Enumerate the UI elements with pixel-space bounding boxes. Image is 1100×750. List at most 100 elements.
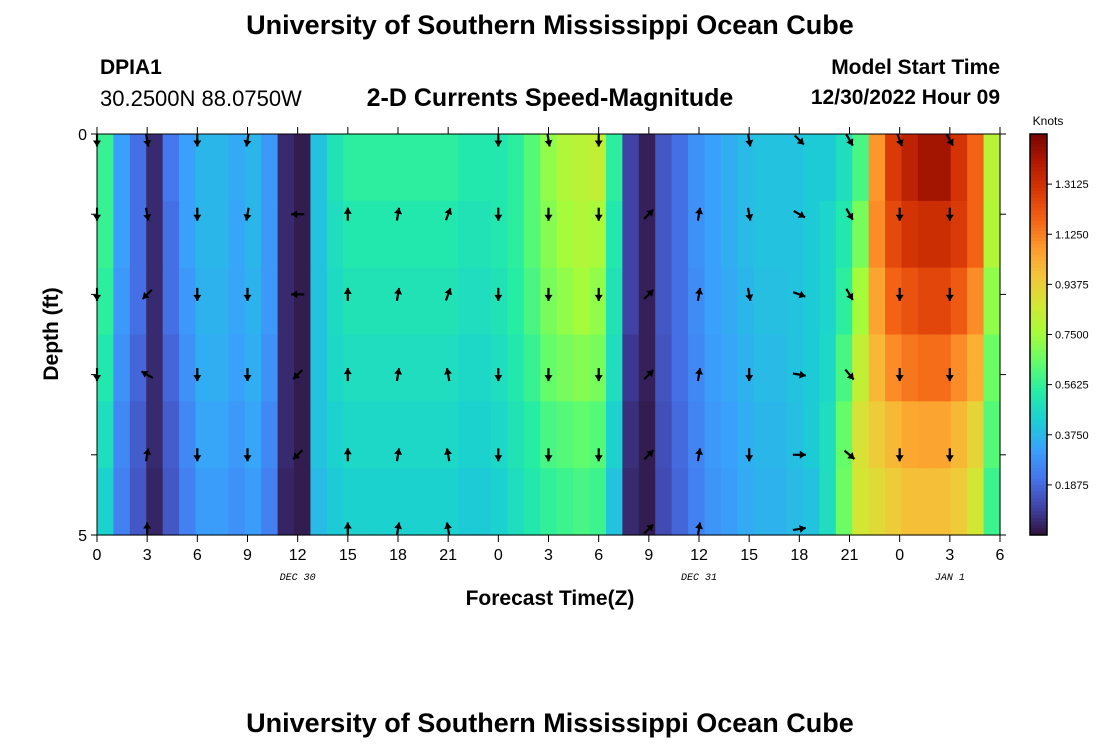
heatmap-cell <box>786 134 804 202</box>
heatmap-cell <box>146 267 164 336</box>
heatmap-cell <box>688 468 706 536</box>
heatmap-cell <box>934 200 952 269</box>
colorbar-segment <box>1030 421 1047 426</box>
colorbar-segment <box>1030 174 1047 178</box>
colorbar-segment <box>1030 224 1047 229</box>
heatmap-cell <box>113 134 131 202</box>
heatmap-cell <box>129 267 147 336</box>
heatmap-cell <box>917 334 935 402</box>
heatmap-cell <box>392 401 410 469</box>
current-vector-arrow <box>594 207 603 221</box>
colorbar-segment <box>1030 484 1047 489</box>
colorbar-segment <box>1030 260 1047 265</box>
heatmap-cell <box>885 334 903 402</box>
colorbar-segment <box>1030 154 1047 158</box>
heatmap-cell <box>211 267 229 336</box>
colorbar-segment <box>1030 207 1047 212</box>
current-vector-arrow <box>494 448 503 462</box>
heatmap-cell <box>802 134 820 202</box>
current-vector-arrow <box>793 209 806 219</box>
x-tick-label: 0 <box>93 547 102 564</box>
heatmap-cell <box>294 334 312 402</box>
heatmap-cell <box>326 134 344 202</box>
heatmap-cell <box>540 401 558 469</box>
model-start-value: 12/30/2022 Hour 09 <box>810 86 1000 109</box>
current-vector-arrow <box>291 290 305 299</box>
colorbar-segment <box>1030 311 1047 315</box>
heatmap-cell <box>491 334 509 402</box>
x-tick-label: 12 <box>289 547 307 564</box>
current-vector-arrow <box>643 208 655 220</box>
heatmap-cell <box>589 267 607 336</box>
heatmap-cell <box>802 200 820 269</box>
colorbar-segment <box>1030 357 1047 362</box>
heatmap-cell <box>852 134 870 202</box>
heatmap-cell <box>310 267 328 336</box>
heatmap-cell <box>688 267 706 336</box>
colorbar-segment <box>1030 514 1047 519</box>
x-tick-label: 6 <box>594 547 603 564</box>
heatmap-cell <box>523 468 541 536</box>
heatmap-cell <box>392 334 410 402</box>
heatmap-cell <box>195 134 213 202</box>
heatmap-cell <box>737 468 755 536</box>
colorbar-segment <box>1030 434 1047 439</box>
colorbar-segment <box>1030 327 1047 332</box>
x-tick-label: 3 <box>544 547 553 564</box>
heatmap-cell <box>408 401 426 469</box>
heatmap-cell <box>277 334 295 402</box>
colorbar-segment <box>1030 458 1047 462</box>
heatmap-cell <box>195 267 213 336</box>
heatmap-cell <box>753 401 771 469</box>
colorbar-segment <box>1030 204 1047 209</box>
current-vector-arrow <box>394 287 402 301</box>
colorbar: 1.3125 1.1250 0.9375 0.7500 0.5625 0.3750 0.18… <box>1029 133 1089 536</box>
current-vector-arrow <box>141 289 153 300</box>
heatmap-cell <box>720 267 738 336</box>
heatmap-cell <box>540 134 558 202</box>
heatmap-cell <box>195 468 213 536</box>
footer-title: University of Southern Mississippi Ocean… <box>246 708 854 738</box>
current-vector-arrow <box>143 448 152 462</box>
heatmap-cell <box>655 401 673 469</box>
heatmap-cell <box>129 134 147 202</box>
current-vector-arrow <box>243 368 252 382</box>
heatmap-cell <box>655 134 673 202</box>
heatmap-cell <box>228 401 246 469</box>
current-vector-arrow <box>792 525 806 533</box>
colorbar-segment <box>1030 488 1047 493</box>
heatmap-cell <box>211 334 229 402</box>
colorbar-segment <box>1030 524 1047 529</box>
current-vector-arrow <box>895 448 904 462</box>
heatmap-cell <box>376 267 394 336</box>
colorbar-segment <box>1030 294 1047 299</box>
heatmap-cell <box>573 468 591 536</box>
heatmap-cell <box>589 468 607 536</box>
heatmap-cell <box>737 200 755 269</box>
colorbar-segment <box>1030 217 1047 222</box>
heatmap-cell <box>786 401 804 469</box>
heatmap-cell <box>507 267 525 336</box>
heatmap-cell <box>228 468 246 536</box>
heatmap-cell <box>605 200 623 269</box>
colorbar-segment <box>1030 401 1047 406</box>
colorbar-segment <box>1030 220 1047 225</box>
heatmap-cell <box>638 334 656 402</box>
heatmap-cell <box>146 401 164 469</box>
current-vector-arrow <box>444 448 452 462</box>
current-vector-arrow <box>343 448 352 462</box>
heatmap-cell <box>901 401 919 469</box>
heatmap-cell <box>507 134 525 202</box>
colorbar-segment <box>1030 140 1047 145</box>
heatmap-cell <box>753 134 771 202</box>
heatmap-cell <box>655 468 673 536</box>
heatmap-cell <box>622 134 640 202</box>
x-tick-label: 21 <box>841 547 859 564</box>
colorbar-segment <box>1030 354 1047 359</box>
heatmap-cell <box>441 267 459 336</box>
colorbar-segment <box>1030 184 1047 188</box>
current-vector-arrow <box>896 133 904 147</box>
heatmap-cell <box>97 134 115 202</box>
heatmap-cell <box>408 334 426 402</box>
heatmap-cell <box>359 401 377 469</box>
